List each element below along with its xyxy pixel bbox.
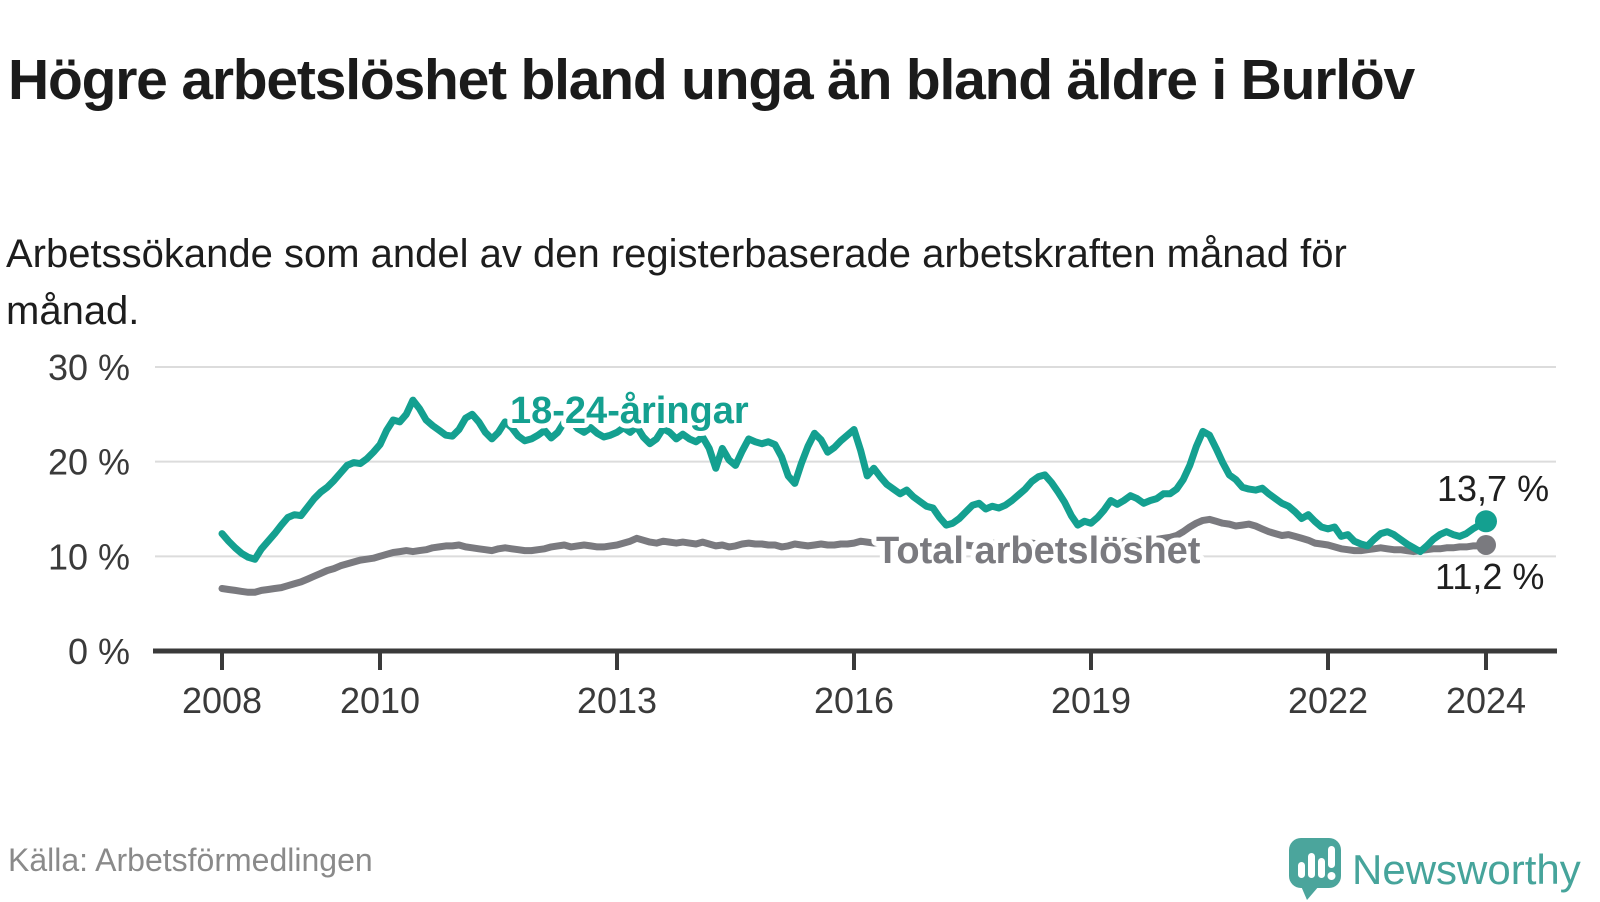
chart-title: Högre arbetslöshet bland unga än bland ä… [8, 48, 1415, 113]
end-dot-young [1475, 510, 1497, 533]
y-tick-label-20: 20 % [48, 442, 130, 483]
newsworthy-logo-text: Newsworthy [1352, 846, 1581, 893]
newsworthy-logo-icon [1289, 838, 1341, 900]
series-line-total [218, 515, 1490, 596]
logo-bar-short [1298, 862, 1305, 878]
x-tick-label-2016: 2016 [814, 680, 894, 721]
series-label-young: 18-24-åringar [510, 390, 749, 432]
axes: 0 % 10 % 20 % 30 % 2008 2010 2013 2016 2019 2022 2… [48, 347, 1557, 721]
x-tick-label-2010: 2010 [340, 680, 420, 721]
x-tick-label-2024: 2024 [1446, 680, 1526, 721]
logo-bubble-tail [1301, 886, 1319, 900]
y-tick-label-10: 10 % [48, 536, 130, 577]
logo-exclamation-dot [1327, 872, 1336, 880]
y-tick-label-0: 0 % [68, 631, 130, 672]
logo-exclamation-bar [1328, 846, 1335, 868]
x-tick-label-2013: 2013 [577, 680, 657, 721]
x-tick-label-2022: 2022 [1288, 680, 1368, 721]
series-line-young [218, 396, 1490, 563]
logo-bar-tall [1308, 853, 1315, 878]
x-tick-label-2019: 2019 [1051, 680, 1131, 721]
series-lines [218, 396, 1497, 596]
end-dot-total [1476, 534, 1496, 555]
logo-bar-medium [1318, 858, 1325, 878]
x-tick-label-2008: 2008 [182, 680, 262, 721]
y-tick-label-30: 30 % [48, 347, 130, 388]
chart-subtitle: Arbetssökande som andel av den registerb… [6, 232, 1347, 333]
chart-labels: 18-24-åringar Total arbetslöshet 13,7 % … [505, 385, 1554, 602]
series-label-total: Total arbetslöshet [876, 530, 1201, 572]
source-note: Källa: Arbetsförmedlingen [8, 842, 373, 878]
end-value-label-young: 13,7 % [1437, 468, 1549, 509]
end-value-label-total: 11,2 % [1435, 556, 1544, 597]
